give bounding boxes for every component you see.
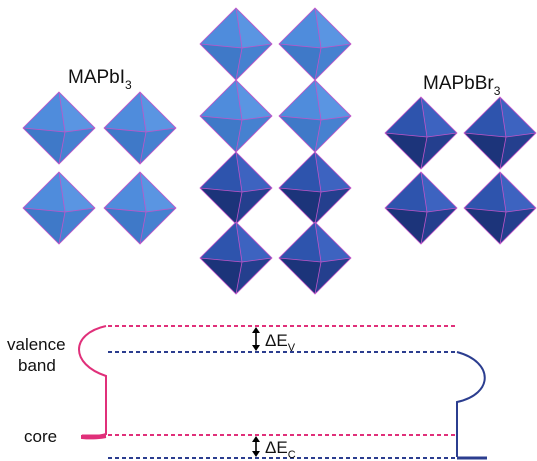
octahedron: [199, 7, 273, 81]
mapbi3-structure: [22, 91, 177, 245]
mapbi3-label: MAPbI3: [68, 67, 132, 92]
octahedron: [463, 171, 537, 245]
octahedron: [22, 91, 96, 165]
octahedron: [103, 91, 177, 165]
octahedron: [463, 96, 537, 170]
delta-ec-arrow: [252, 436, 260, 457]
energy-diagram: ΔEV ΔEC valence band core: [7, 325, 487, 461]
octahedron: [22, 171, 96, 245]
heterostructure: [199, 7, 352, 295]
mapbbr3-structure: [384, 96, 537, 245]
octahedron: [278, 7, 352, 81]
mapbbr3-spectrum: [456, 351, 486, 457]
valence-label-line2: band: [18, 356, 56, 375]
octahedron: [384, 171, 458, 245]
octahedron: [199, 221, 273, 295]
octahedron: [278, 79, 352, 153]
valence-label-line1: valence: [7, 335, 66, 354]
octahedron: [199, 151, 273, 225]
mapbi3-spectrum: [78, 325, 107, 440]
core-label: core: [24, 427, 57, 446]
octahedron: [278, 221, 352, 295]
octahedron: [384, 96, 458, 170]
delta-ev-label: ΔEV: [265, 331, 296, 354]
octahedron: [199, 79, 273, 153]
delta-ec-label: ΔEC: [265, 438, 296, 461]
mapbbr3-label: MAPbBr3: [423, 73, 501, 98]
delta-ev-arrow: [252, 327, 260, 351]
octahedron: [103, 171, 177, 245]
octahedron: [278, 151, 352, 225]
